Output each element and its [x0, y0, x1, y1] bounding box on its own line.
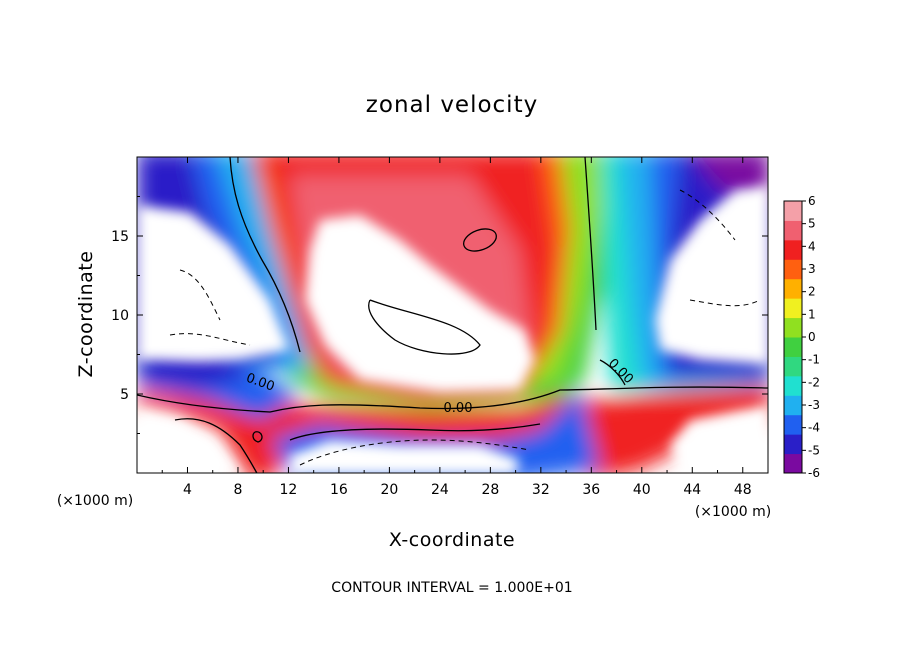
- colorbar-swatch: [784, 201, 802, 221]
- colorbar-swatch: [784, 259, 802, 280]
- x-tick-label: 16: [330, 482, 348, 498]
- x-tick-label: 20: [380, 482, 398, 498]
- x-tick-label: 36: [582, 482, 600, 498]
- colorbar-swatch: [784, 414, 802, 435]
- plot-area: [137, 157, 768, 473]
- x-unit-label-right: (×1000 m): [695, 504, 771, 520]
- colorbar-tick-label: 4: [808, 239, 816, 253]
- contour-interval-note: CONTOUR INTERVAL = 1.000E+01: [331, 580, 572, 596]
- x-tick-label: 48: [734, 482, 752, 498]
- x-unit-label-left: (×1000 m): [57, 493, 133, 509]
- colorbar-tick-label: -4: [808, 421, 820, 435]
- colorbar-swatch: [784, 356, 802, 377]
- colorbar-tick-label: 0: [808, 330, 816, 344]
- x-axis: 4 8 12 16 20 24 28 32 36 40 44 48: [161, 157, 752, 498]
- x-tick-label: 8: [233, 482, 242, 498]
- colorbar-swatch: [784, 375, 802, 396]
- x-tick-label: 44: [683, 482, 701, 498]
- colorbar: 6 5 4 3 2 1 0 -1 -2 -3 -4 -5 -6: [783, 194, 820, 480]
- x-tick-label: 12: [280, 482, 298, 498]
- colorbar-tick-label: 1: [808, 307, 816, 321]
- x-tick-label: 28: [481, 482, 499, 498]
- colorbar-swatch: [784, 298, 802, 319]
- dashed-contours: [169, 189, 761, 466]
- colorbar-swatch: [784, 453, 802, 474]
- colorbar-swatch: [784, 434, 802, 455]
- colorbar-swatch: [784, 239, 802, 260]
- colorbar-tick-label: 3: [808, 262, 816, 276]
- x-tick-label: 24: [431, 482, 449, 498]
- colorbar-swatch: [784, 278, 802, 299]
- colorbar-tick-label: 2: [808, 285, 816, 299]
- chart-title: zonal velocity: [366, 92, 538, 118]
- x-tick-label: 32: [532, 482, 550, 498]
- x-tick-label: 4: [183, 482, 192, 498]
- colorbar-tick-label: -5: [808, 443, 820, 457]
- colorbar-tick-label: 6: [808, 194, 816, 208]
- y-tick-label: 10: [111, 308, 129, 324]
- y-axis-label: Z-coordinate: [75, 251, 97, 378]
- x-tick-label: 40: [633, 482, 651, 498]
- colorbar-tick-label: -6: [808, 466, 820, 480]
- y-axis: 5 10 15: [111, 196, 768, 434]
- colorbar-tick-label: -1: [808, 353, 820, 367]
- colorbar-tick-label: -2: [808, 375, 820, 389]
- contour-label: 0.00: [444, 401, 473, 416]
- colorbar-swatch: [784, 317, 802, 338]
- contour-lines: [137, 157, 768, 473]
- y-tick-label: 15: [111, 229, 129, 245]
- x-axis-label: X-coordinate: [389, 529, 515, 551]
- colorbar-tick-label: 5: [808, 217, 816, 231]
- colorbar-swatch: [784, 220, 802, 241]
- colorbar-tick-label: -3: [808, 398, 820, 412]
- y-tick-label: 5: [120, 387, 129, 403]
- colorbar-swatch: [784, 395, 802, 416]
- colorbar-swatch: [784, 337, 802, 357]
